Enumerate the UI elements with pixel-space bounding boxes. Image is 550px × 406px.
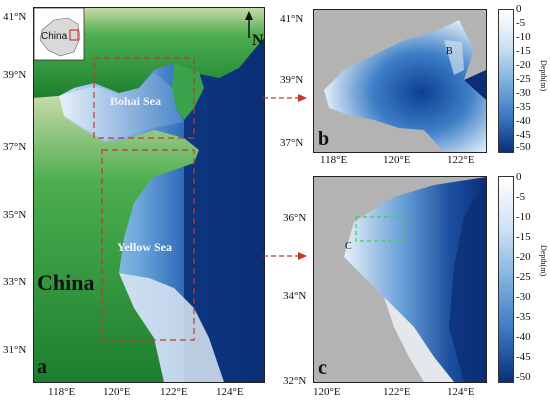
mainland-china <box>34 96 199 382</box>
lon-tick-a: 124°E <box>216 386 244 398</box>
liaodong-peninsula <box>172 63 204 120</box>
panel-a-letter: a <box>37 356 47 378</box>
colorbar-b-tick: -10 <box>516 31 531 43</box>
colorbar-c-title: Depth(m) <box>539 245 548 277</box>
colorbar-c-tick: -20 <box>516 251 531 263</box>
north-arrow-icon <box>245 11 253 20</box>
colorbar-c-tick: -25 <box>516 271 531 283</box>
colorbar-c <box>498 176 514 383</box>
colorbar-b-tick: -15 <box>516 45 531 57</box>
china-label: China <box>37 270 95 295</box>
lat-tick-b: 39°N <box>280 74 304 86</box>
strait-water-b <box>464 70 486 100</box>
lat-tick-b: 37°N <box>280 137 304 149</box>
lon-tick-b: 120°E <box>383 154 411 166</box>
site-c-label: C <box>345 241 352 252</box>
radial-sand-ridges-c <box>384 297 454 382</box>
colorbar-c-tick: -50 <box>516 371 531 383</box>
yellow-sea-label: Yellow Sea <box>117 240 172 254</box>
panel-c: C c <box>313 176 487 383</box>
colorbar-c-tick: -15 <box>516 231 531 243</box>
lat-tick-a: 37°N <box>3 141 27 153</box>
lat-tick-a: 35°N <box>3 209 27 221</box>
panel-b-map <box>324 20 486 152</box>
frame-c-box <box>101 149 195 341</box>
bohai-sea-area <box>59 72 184 140</box>
lon-tick-a: 122°E <box>160 386 188 398</box>
lon-tick-c: 124°E <box>447 386 475 398</box>
lat-tick-a: 41°N <box>3 11 27 23</box>
panel-c-letter: c <box>318 357 327 379</box>
liaodong-bay-b <box>444 40 464 75</box>
arrow-head-b-icon <box>298 94 307 102</box>
lon-tick-b: 122°E <box>447 154 475 166</box>
lon-tick-c: 122°E <box>383 386 411 398</box>
lat-tick-a: 33°N <box>3 276 27 288</box>
lon-tick-a: 118°E <box>48 386 76 398</box>
colorbar-b-tick: -45 <box>516 129 531 141</box>
lat-tick-a: 39°N <box>3 69 27 81</box>
lon-tick-a: 120°E <box>103 386 131 398</box>
panel-a-map <box>34 8 264 382</box>
colorbar-b-tick: -20 <box>516 59 531 71</box>
lat-tick-b: 41°N <box>280 13 304 25</box>
colorbar-b <box>498 9 514 153</box>
colorbar-c-tick: -35 <box>516 311 531 323</box>
site-c-box <box>355 216 405 242</box>
panel-c-map <box>344 177 486 382</box>
lat-tick-c: 34°N <box>283 290 307 302</box>
lat-tick-c: 36°N <box>283 212 307 224</box>
colorbar-c-tick: -10 <box>516 211 531 223</box>
northern-land <box>34 8 264 98</box>
site-b-label: B <box>446 46 453 57</box>
colorbar-b-tick: -50 <box>516 141 531 153</box>
panel-b-letter: b <box>318 128 330 150</box>
colorbar-b-tick: -25 <box>516 73 531 85</box>
colorbar-b-title: Depth(m) <box>539 60 548 92</box>
colorbar-b-tick: -35 <box>516 101 531 113</box>
inset-label: China <box>41 31 68 42</box>
lat-tick-c: 32°N <box>283 375 307 387</box>
arrow-head-c-icon <box>298 252 307 260</box>
colorbar-b-tick: 0 <box>516 3 522 15</box>
connector-arrows <box>263 94 307 260</box>
lat-tick-a: 31°N <box>3 344 27 356</box>
bohai-water-b <box>324 20 486 152</box>
colorbar-b-tick: -40 <box>516 115 531 127</box>
panel-b: B b <box>313 9 487 153</box>
colorbar-c-tick: -40 <box>516 331 531 343</box>
colorbar-b-tick: -30 <box>516 87 531 99</box>
deep-water-c <box>449 177 486 382</box>
coastal-shoals <box>119 273 224 382</box>
lon-tick-c: 120°E <box>313 386 341 398</box>
inset-study-area-box <box>69 29 79 41</box>
colorbar-c-tick: -45 <box>516 351 531 363</box>
bohai-sea-label: Bohai Sea <box>110 94 162 108</box>
inset-china-outline <box>39 17 81 57</box>
north-label: N <box>252 32 264 49</box>
colorbar-b-tick: -5 <box>516 17 526 29</box>
panel-a: China N Bohai Sea Yellow Sea China a <box>33 7 265 383</box>
colorbar-c-tick: 0 <box>516 171 522 183</box>
lon-tick-b: 118°E <box>320 154 348 166</box>
colorbar-c-tick: -5 <box>516 191 526 203</box>
colorbar-c-tick: -30 <box>516 291 531 303</box>
frame-b-box <box>93 57 195 139</box>
